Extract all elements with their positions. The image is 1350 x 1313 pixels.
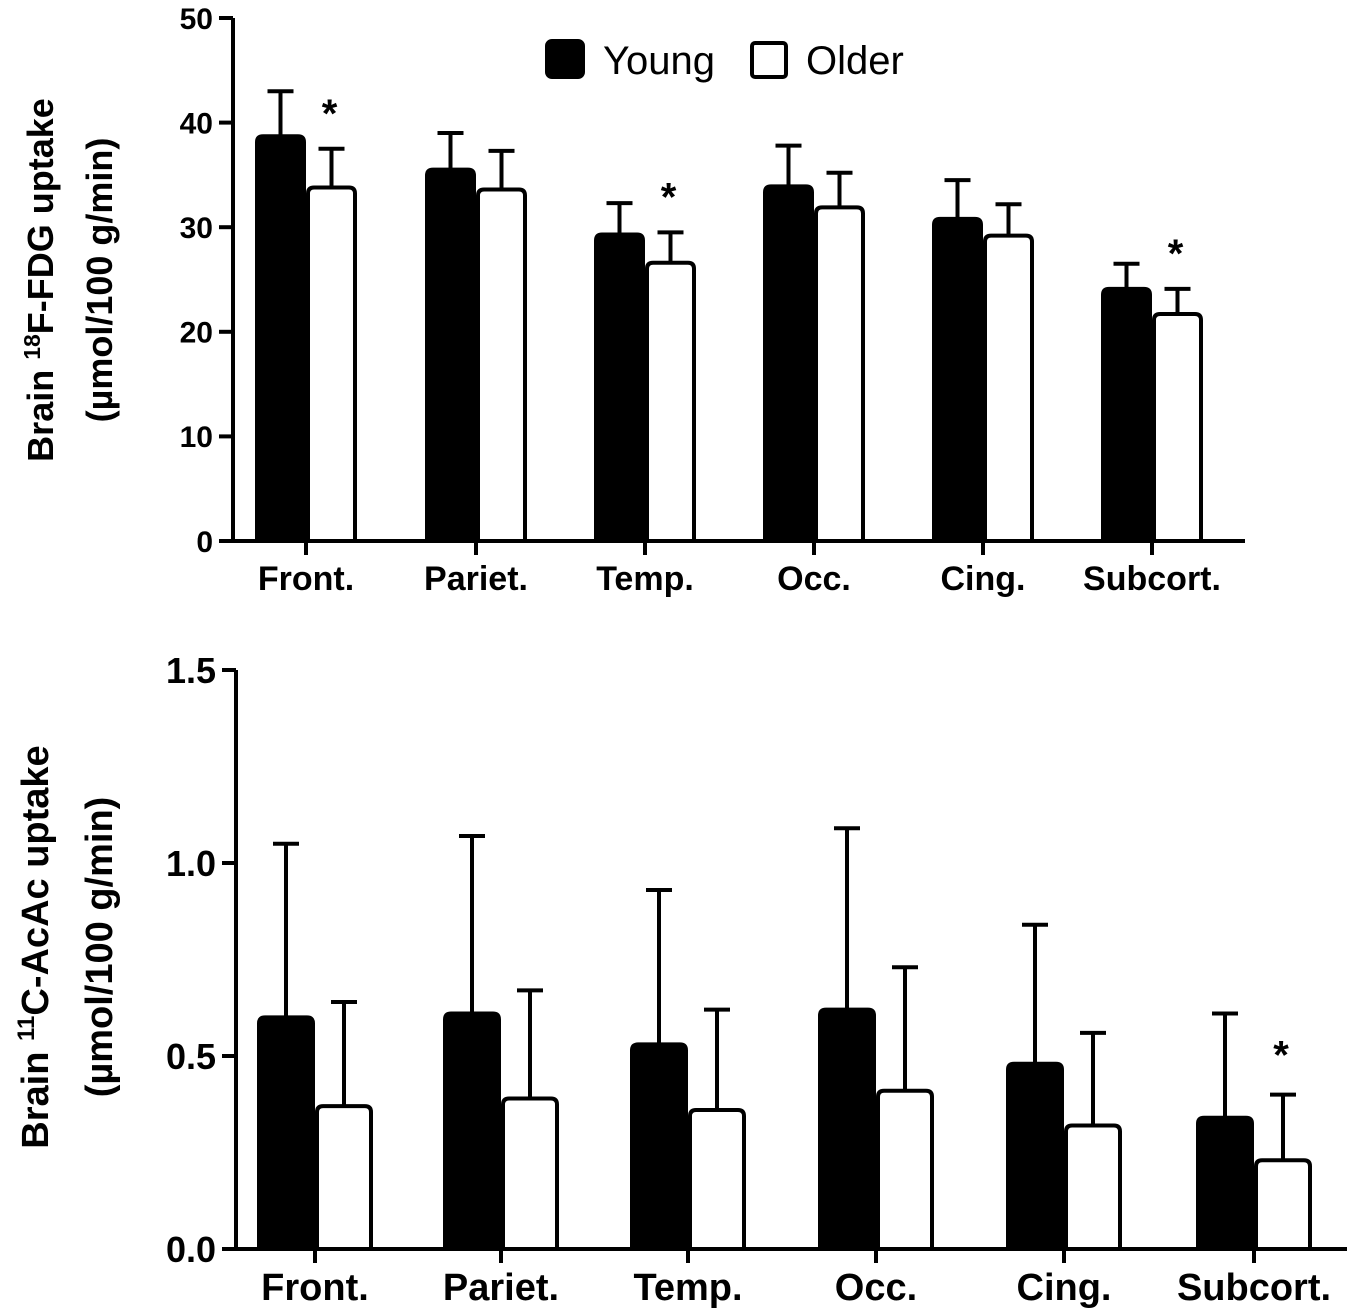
bar-young [594, 232, 645, 541]
chart-fdg-ylabel-1: Brain 18F-FDG uptake [19, 98, 61, 462]
bar-older [476, 187, 527, 541]
bar-young [1196, 1115, 1254, 1249]
significance-marker: * [322, 92, 338, 136]
legend-swatch-older [750, 41, 788, 79]
x-category-label: Subcort. [1177, 1267, 1331, 1309]
chart-acac: * 0.0 0.5 1.0 1.5 Front. Pariet. Temp. Occ. Cin… [13, 650, 1347, 1309]
y-tick-label: 0.0 [166, 1229, 216, 1270]
bar-young [443, 1011, 501, 1249]
y-tick-label: 1.5 [166, 650, 216, 691]
y-tick-label: 20 [180, 317, 213, 350]
significance-marker: * [1168, 232, 1184, 276]
bar-older [306, 185, 357, 541]
x-category-label: Cing. [941, 560, 1026, 598]
bar-young [763, 184, 814, 541]
bar-young [1101, 286, 1152, 541]
significance-marker: * [1273, 1034, 1289, 1078]
legend-swatch-young [545, 39, 585, 79]
y-tick-label: 0 [196, 526, 213, 559]
bar-older [814, 205, 865, 541]
y-tick-label: 50 [180, 3, 213, 36]
bar-older [688, 1108, 746, 1249]
x-category-label: Subcort. [1083, 560, 1221, 598]
legend-label-older: Older [806, 39, 904, 83]
chart-fdg: * * * 0 10 20 30 40 50 Front. Pariet. Temp. Occ. Ci… [19, 3, 1245, 598]
chart-fdg-bars: * * * [255, 89, 1203, 541]
x-category-label: Front. [258, 560, 354, 598]
x-category-label: Temp. [596, 560, 694, 598]
significance-marker: * [661, 175, 677, 219]
chart-acac-ylabel-2: (µmol/100 g/min) [79, 797, 121, 1098]
x-category-label: Occ. [777, 560, 851, 598]
x-category-label: Occ. [835, 1267, 917, 1309]
chart-acac-bars: * [257, 826, 1312, 1249]
bar-young [932, 216, 983, 541]
y-tick-label: 10 [180, 421, 213, 454]
y-tick-label: 0.5 [166, 1036, 216, 1077]
bar-young [255, 134, 306, 541]
x-category-label: Pariet. [424, 560, 528, 598]
x-category-label: Cing. [1017, 1267, 1112, 1309]
bar-older [1152, 312, 1203, 541]
chart-fdg-y-ticks: 0 10 20 30 40 50 [180, 3, 233, 559]
legend-label-young: Young [603, 39, 715, 83]
x-category-label: Front. [261, 1267, 369, 1309]
legend: Young Older [545, 39, 904, 83]
x-category-label: Pariet. [443, 1267, 559, 1309]
y-tick-label: 1.0 [166, 843, 216, 884]
bar-young [818, 1007, 876, 1249]
bar-older [1254, 1158, 1312, 1249]
chart-acac-x-ticks: Front. Pariet. Temp. Occ. Cing. Subcort. [261, 1249, 1331, 1309]
bar-older [1064, 1123, 1122, 1249]
chart-fdg-x-ticks: Front. Pariet. Temp. Occ. Cing. Subcort. [258, 541, 1221, 598]
chart-acac-y-ticks: 0.0 0.5 1.0 1.5 [166, 650, 236, 1270]
bar-young [630, 1042, 688, 1249]
x-category-label: Temp. [633, 1267, 742, 1309]
y-tick-label: 30 [180, 212, 213, 245]
bar-young [257, 1015, 315, 1249]
chart-fdg-ylabel-2: (µmol/100 g/min) [79, 138, 120, 423]
bar-older [315, 1104, 373, 1249]
bar-older [645, 260, 696, 541]
bar-young [425, 167, 476, 541]
bar-older [983, 233, 1034, 541]
bar-older [501, 1096, 559, 1249]
bar-young [1006, 1061, 1064, 1249]
bar-older [876, 1088, 934, 1249]
y-tick-label: 40 [180, 107, 213, 140]
chart-acac-ylabel-1: Brain 11C-AcAc uptake [13, 745, 57, 1148]
